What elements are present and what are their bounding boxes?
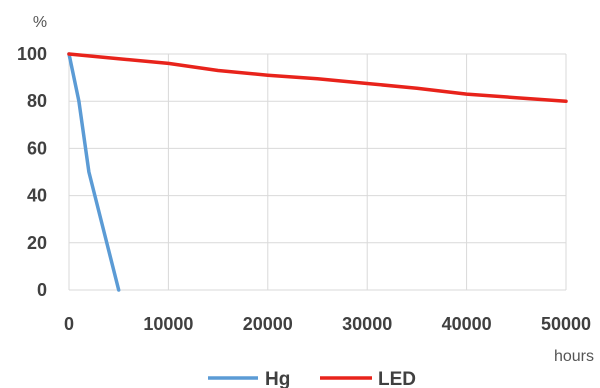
x-axis-title: hours — [554, 348, 594, 365]
x-tick-label: 20000 — [243, 314, 293, 334]
y-tick-label: 0 — [37, 280, 47, 300]
y-tick-label: 20 — [27, 233, 47, 253]
x-axis-ticks: 0 10000 20000 30000 40000 50000 — [64, 314, 591, 334]
x-tick-label: 30000 — [342, 314, 392, 334]
y-tick-label: 100 — [17, 44, 47, 64]
series-line-led — [67, 52, 568, 103]
series-line-hg — [67, 52, 121, 292]
x-tick-label: 50000 — [541, 314, 591, 334]
y-axis-ticks: 0 20 40 60 80 100 — [17, 44, 47, 300]
legend-label: Hg — [265, 369, 290, 388]
x-tick-label: 0 — [64, 314, 74, 334]
legend-label: LED — [378, 369, 416, 388]
y-tick-label: 80 — [27, 91, 47, 111]
y-axis-title: % — [33, 14, 47, 31]
gridlines — [68, 53, 567, 291]
legend: Hg LED — [208, 369, 416, 388]
y-tick-label: 60 — [27, 138, 47, 158]
x-tick-label: 40000 — [442, 314, 492, 334]
series-lines — [67, 52, 568, 292]
x-tick-label: 10000 — [143, 314, 193, 334]
y-tick-label: 40 — [27, 186, 47, 206]
